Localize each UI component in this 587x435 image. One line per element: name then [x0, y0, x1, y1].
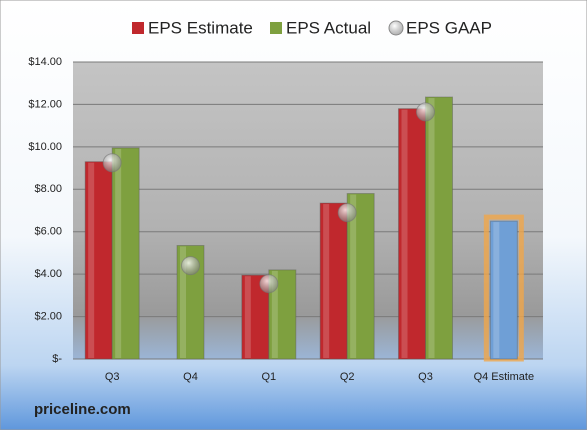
x-tick-label: Q2	[340, 371, 355, 383]
marker	[102, 153, 122, 173]
y-tick-label: $12.00	[28, 98, 62, 110]
source: priceline.com	[34, 401, 131, 418]
legend-marker	[388, 20, 404, 36]
y-tick-label: $4.00	[34, 268, 62, 280]
legend-label: EPS GAAP	[406, 18, 492, 37]
y-tick-label: $10.00	[28, 141, 62, 153]
bar	[346, 193, 375, 360]
marker	[416, 102, 435, 122]
x-tick-label: Q3	[105, 371, 120, 383]
x-tick-label: Q3	[418, 371, 433, 383]
bar-shine	[88, 162, 95, 358]
bar-shine	[350, 194, 357, 358]
marker	[337, 203, 357, 223]
bar-shine	[244, 276, 251, 358]
y-tick-label: $8.00	[34, 183, 62, 195]
legend-marker	[270, 22, 282, 34]
bar	[111, 147, 140, 360]
legend-label: EPS Estimate	[148, 18, 253, 37]
bar-shine	[180, 246, 186, 358]
bar	[398, 108, 426, 360]
marker	[181, 256, 200, 276]
bar-shine	[271, 270, 278, 358]
bar	[84, 161, 113, 360]
bar-shine	[493, 222, 500, 358]
bar	[489, 220, 518, 360]
bar	[425, 96, 453, 360]
y-tick-label: $2.00	[34, 310, 62, 322]
marker	[259, 274, 279, 294]
bar	[319, 202, 348, 360]
legend-marker	[132, 22, 144, 34]
x-tick-label: Q4 Estimate	[474, 371, 535, 383]
bar-shine	[323, 204, 330, 358]
y-tick-label: $6.00	[34, 226, 62, 238]
legend-label: EPS Actual	[286, 18, 371, 37]
y-tick-label: $-	[52, 353, 62, 365]
bar-shine	[428, 98, 435, 358]
y-tick-label: $14.00	[28, 56, 62, 68]
bar-shine	[401, 109, 408, 359]
x-tick-label: Q4	[183, 371, 198, 383]
bar-shine	[115, 148, 122, 358]
x-tick-label: Q1	[261, 371, 276, 383]
plot-area	[73, 62, 543, 359]
